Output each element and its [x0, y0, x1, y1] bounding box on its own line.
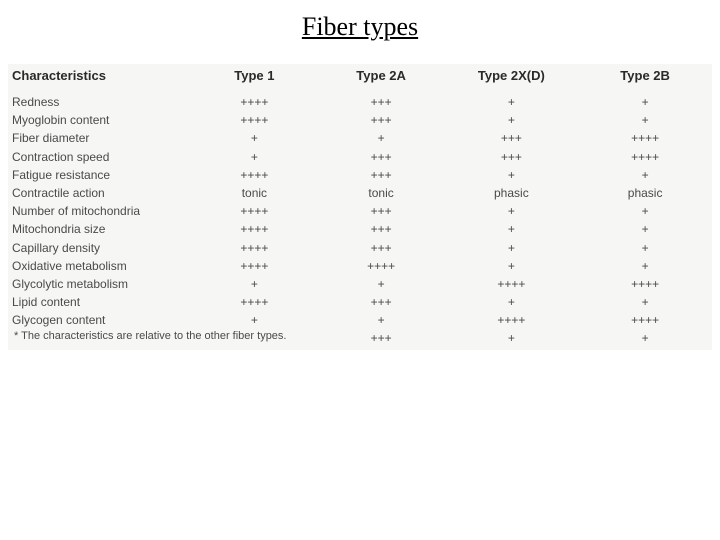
row-value: +: [578, 293, 712, 311]
row-value: +: [444, 329, 578, 347]
row-value: +++: [444, 129, 578, 147]
row-value: +: [444, 257, 578, 275]
row-value: ++++: [578, 148, 712, 166]
row-value: +++: [318, 202, 445, 220]
row-value: ++++: [191, 293, 318, 311]
row-value: +++: [318, 220, 445, 238]
row-value: +: [444, 202, 578, 220]
row-value: +: [578, 329, 712, 347]
table-row: Lipid content+++++++++: [8, 293, 712, 311]
row-label: Myoglobin content: [8, 111, 191, 129]
row-value: ++++: [318, 257, 445, 275]
row-label: Glycogen content: [8, 311, 191, 329]
row-value: +++: [318, 293, 445, 311]
col-header-type2x: Type 2X(D): [444, 66, 578, 93]
row-value: +++: [318, 329, 445, 347]
table-row: Glycogen content++++++++++: [8, 311, 712, 329]
row-value: ++++: [578, 311, 712, 329]
table-row: Redness+++++++++: [8, 93, 712, 111]
row-value: +++: [318, 93, 445, 111]
row-value: +: [578, 202, 712, 220]
row-value: phasic: [444, 184, 578, 202]
row-label: Number of mitochondria: [8, 202, 191, 220]
row-value: +: [444, 111, 578, 129]
row-value: +: [318, 275, 445, 293]
row-value: ++++: [578, 129, 712, 147]
col-header-characteristics: Characteristics: [8, 66, 191, 93]
row-label: Contraction speed: [8, 148, 191, 166]
row-value: +++: [318, 239, 445, 257]
row-value: phasic: [578, 184, 712, 202]
row-value: +: [578, 93, 712, 111]
row-value: ++++: [191, 111, 318, 129]
row-label: Redness: [8, 93, 191, 111]
fiber-table-wrap: Characteristics Type 1 Type 2A Type 2X(D…: [8, 64, 712, 350]
row-value: ++++: [191, 93, 318, 111]
row-value: +: [578, 166, 712, 184]
row-value: +++: [318, 148, 445, 166]
row-label: Capillary density: [8, 239, 191, 257]
col-header-type1: Type 1: [191, 66, 318, 93]
table-row: Mitochondria size+++++++++: [8, 220, 712, 238]
table-row: Oxidative metabolism++++++++++: [8, 257, 712, 275]
row-label: Fatigue resistance: [8, 166, 191, 184]
row-value: +: [578, 111, 712, 129]
row-label: Glycolytic metabolism: [8, 275, 191, 293]
row-label: Fiber diameter: [8, 129, 191, 147]
fiber-table: Characteristics Type 1 Type 2A Type 2X(D…: [8, 66, 712, 348]
page-title: Fiber types: [0, 12, 720, 42]
row-value: ++++: [191, 220, 318, 238]
row-value: +: [191, 311, 318, 329]
row-label: Contractile action: [8, 184, 191, 202]
table-row: Myoglobin content+++++++++: [8, 111, 712, 129]
row-value: ++++: [191, 166, 318, 184]
row-value: +: [578, 239, 712, 257]
row-value: ++++: [191, 202, 318, 220]
row-value: +: [318, 129, 445, 147]
row-value: +: [444, 220, 578, 238]
row-value: +: [444, 166, 578, 184]
page: Fiber types Characteristics Type 1 Type …: [0, 0, 720, 540]
table-row: Capillary density+++++++++: [8, 239, 712, 257]
row-value: +: [444, 93, 578, 111]
row-value: tonic: [191, 184, 318, 202]
row-value: +: [191, 129, 318, 147]
footnote: * The characteristics are relative to th…: [10, 328, 290, 344]
row-label: Lipid content: [8, 293, 191, 311]
col-header-type2a: Type 2A: [318, 66, 445, 93]
row-value: ++++: [578, 275, 712, 293]
table-row: Fiber diameter+++++++++: [8, 129, 712, 147]
row-value: +: [578, 220, 712, 238]
table-row: Contractile actiontonictonicphasicphasic: [8, 184, 712, 202]
row-value: ++++: [444, 275, 578, 293]
row-label: Oxidative metabolism: [8, 257, 191, 275]
row-value: +: [444, 293, 578, 311]
row-value: tonic: [318, 184, 445, 202]
row-value: +: [191, 148, 318, 166]
row-label: Mitochondria size: [8, 220, 191, 238]
row-value: ++++: [191, 239, 318, 257]
table-row: Glycolytic metabolism++++++++++: [8, 275, 712, 293]
table-header-row: Characteristics Type 1 Type 2A Type 2X(D…: [8, 66, 712, 93]
col-header-type2b: Type 2B: [578, 66, 712, 93]
row-value: +++: [444, 148, 578, 166]
row-value: +: [444, 239, 578, 257]
row-value: +: [578, 257, 712, 275]
row-value: +: [191, 275, 318, 293]
table-body: Redness+++++++++Myoglobin content+++++++…: [8, 93, 712, 348]
row-value: ++++: [444, 311, 578, 329]
table-row: Number of mitochondria+++++++++: [8, 202, 712, 220]
row-value: +++: [318, 166, 445, 184]
row-value: ++++: [191, 257, 318, 275]
row-value: +: [318, 311, 445, 329]
table-row: Fatigue resistance+++++++++: [8, 166, 712, 184]
table-row: Contraction speed+++++++++++: [8, 148, 712, 166]
row-value: +++: [318, 111, 445, 129]
